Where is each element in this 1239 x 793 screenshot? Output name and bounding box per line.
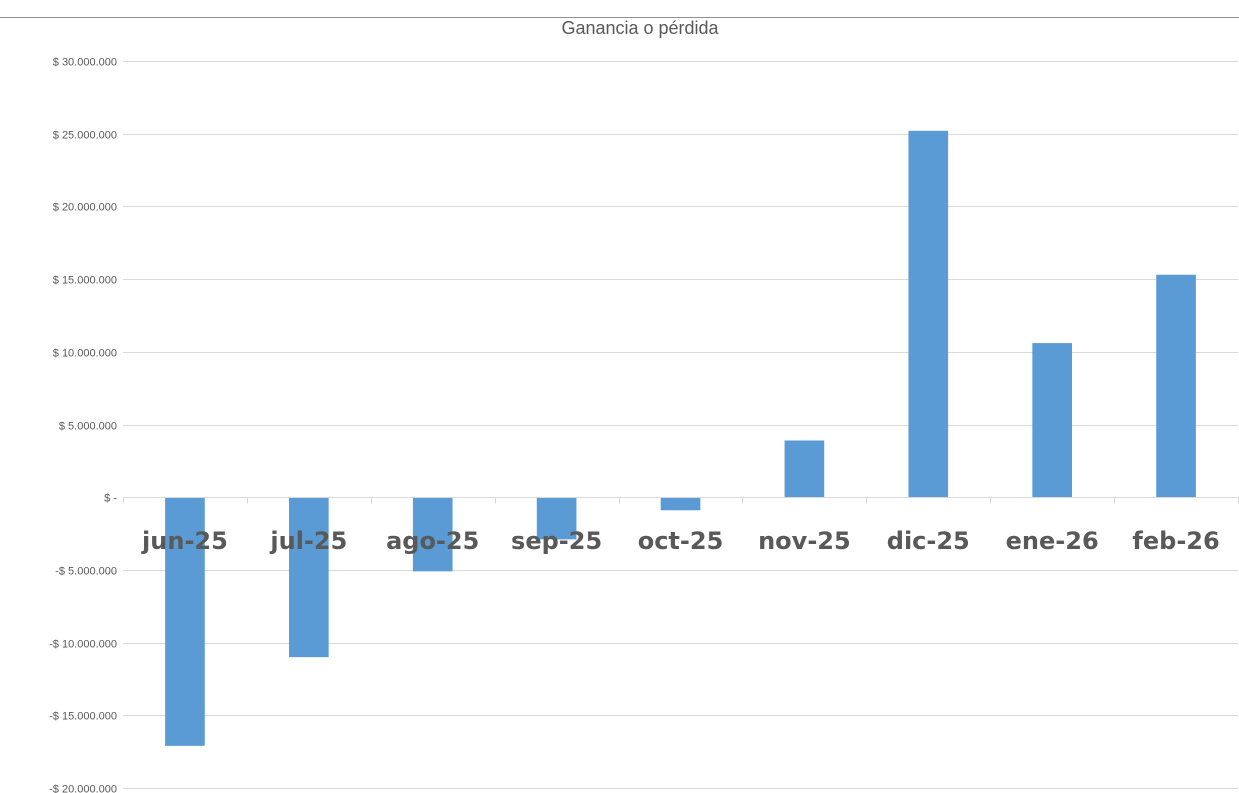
y-tick-label: $ 15.000.000 [53, 275, 117, 287]
bar [660, 497, 701, 511]
y-tick-label: -$ 5.000.000 [55, 566, 117, 578]
bar [1156, 274, 1196, 498]
y-tick-label: -$ 10.000.000 [49, 639, 117, 651]
y-tick-label: $ 5.000.000 [59, 421, 117, 433]
x-axis [123, 497, 1239, 504]
x-category-label: jul-25 [269, 527, 347, 555]
x-category-label: ago-25 [386, 527, 479, 555]
y-tick-label: $ 25.000.000 [53, 130, 117, 142]
y-tick-label: $ - [104, 493, 117, 505]
gridlines [123, 61, 1238, 789]
x-category-label: jun-25 [141, 527, 228, 555]
bar [412, 497, 453, 572]
x-category-label: ene-26 [1006, 527, 1099, 555]
bar [908, 130, 949, 498]
y-tick-label: -$ 15.000.000 [49, 711, 117, 723]
bar [1032, 343, 1072, 498]
x-category-label: oct-25 [638, 527, 724, 555]
x-category-label: sep-25 [511, 527, 602, 555]
x-category-labels: jun-25 jul-25 ago-25 sep-25 oct-25 nov-25 dic-… [141, 527, 1220, 555]
x-category-label: feb-26 [1132, 527, 1219, 555]
y-tick-label: $ 30.000.000 [53, 57, 117, 69]
y-tick-labels: $ 30.000.000 $ 25.000.000 $ 20.000.000 $ 15… [49, 57, 117, 793]
top-border-line [0, 17, 1239, 18]
y-tick-label: -$ 20.000.000 [49, 784, 117, 793]
bar [536, 497, 577, 540]
x-category-label: nov-25 [758, 527, 851, 555]
bars [165, 130, 1196, 746]
bar [784, 440, 825, 498]
chart-title: Ganancia o pérdida [561, 18, 719, 38]
y-tick-label: $ 20.000.000 [53, 202, 117, 214]
y-tick-label: $ 10.000.000 [53, 348, 117, 360]
bar [289, 497, 329, 658]
bar [165, 497, 205, 746]
x-category-label: dic-25 [887, 527, 970, 555]
